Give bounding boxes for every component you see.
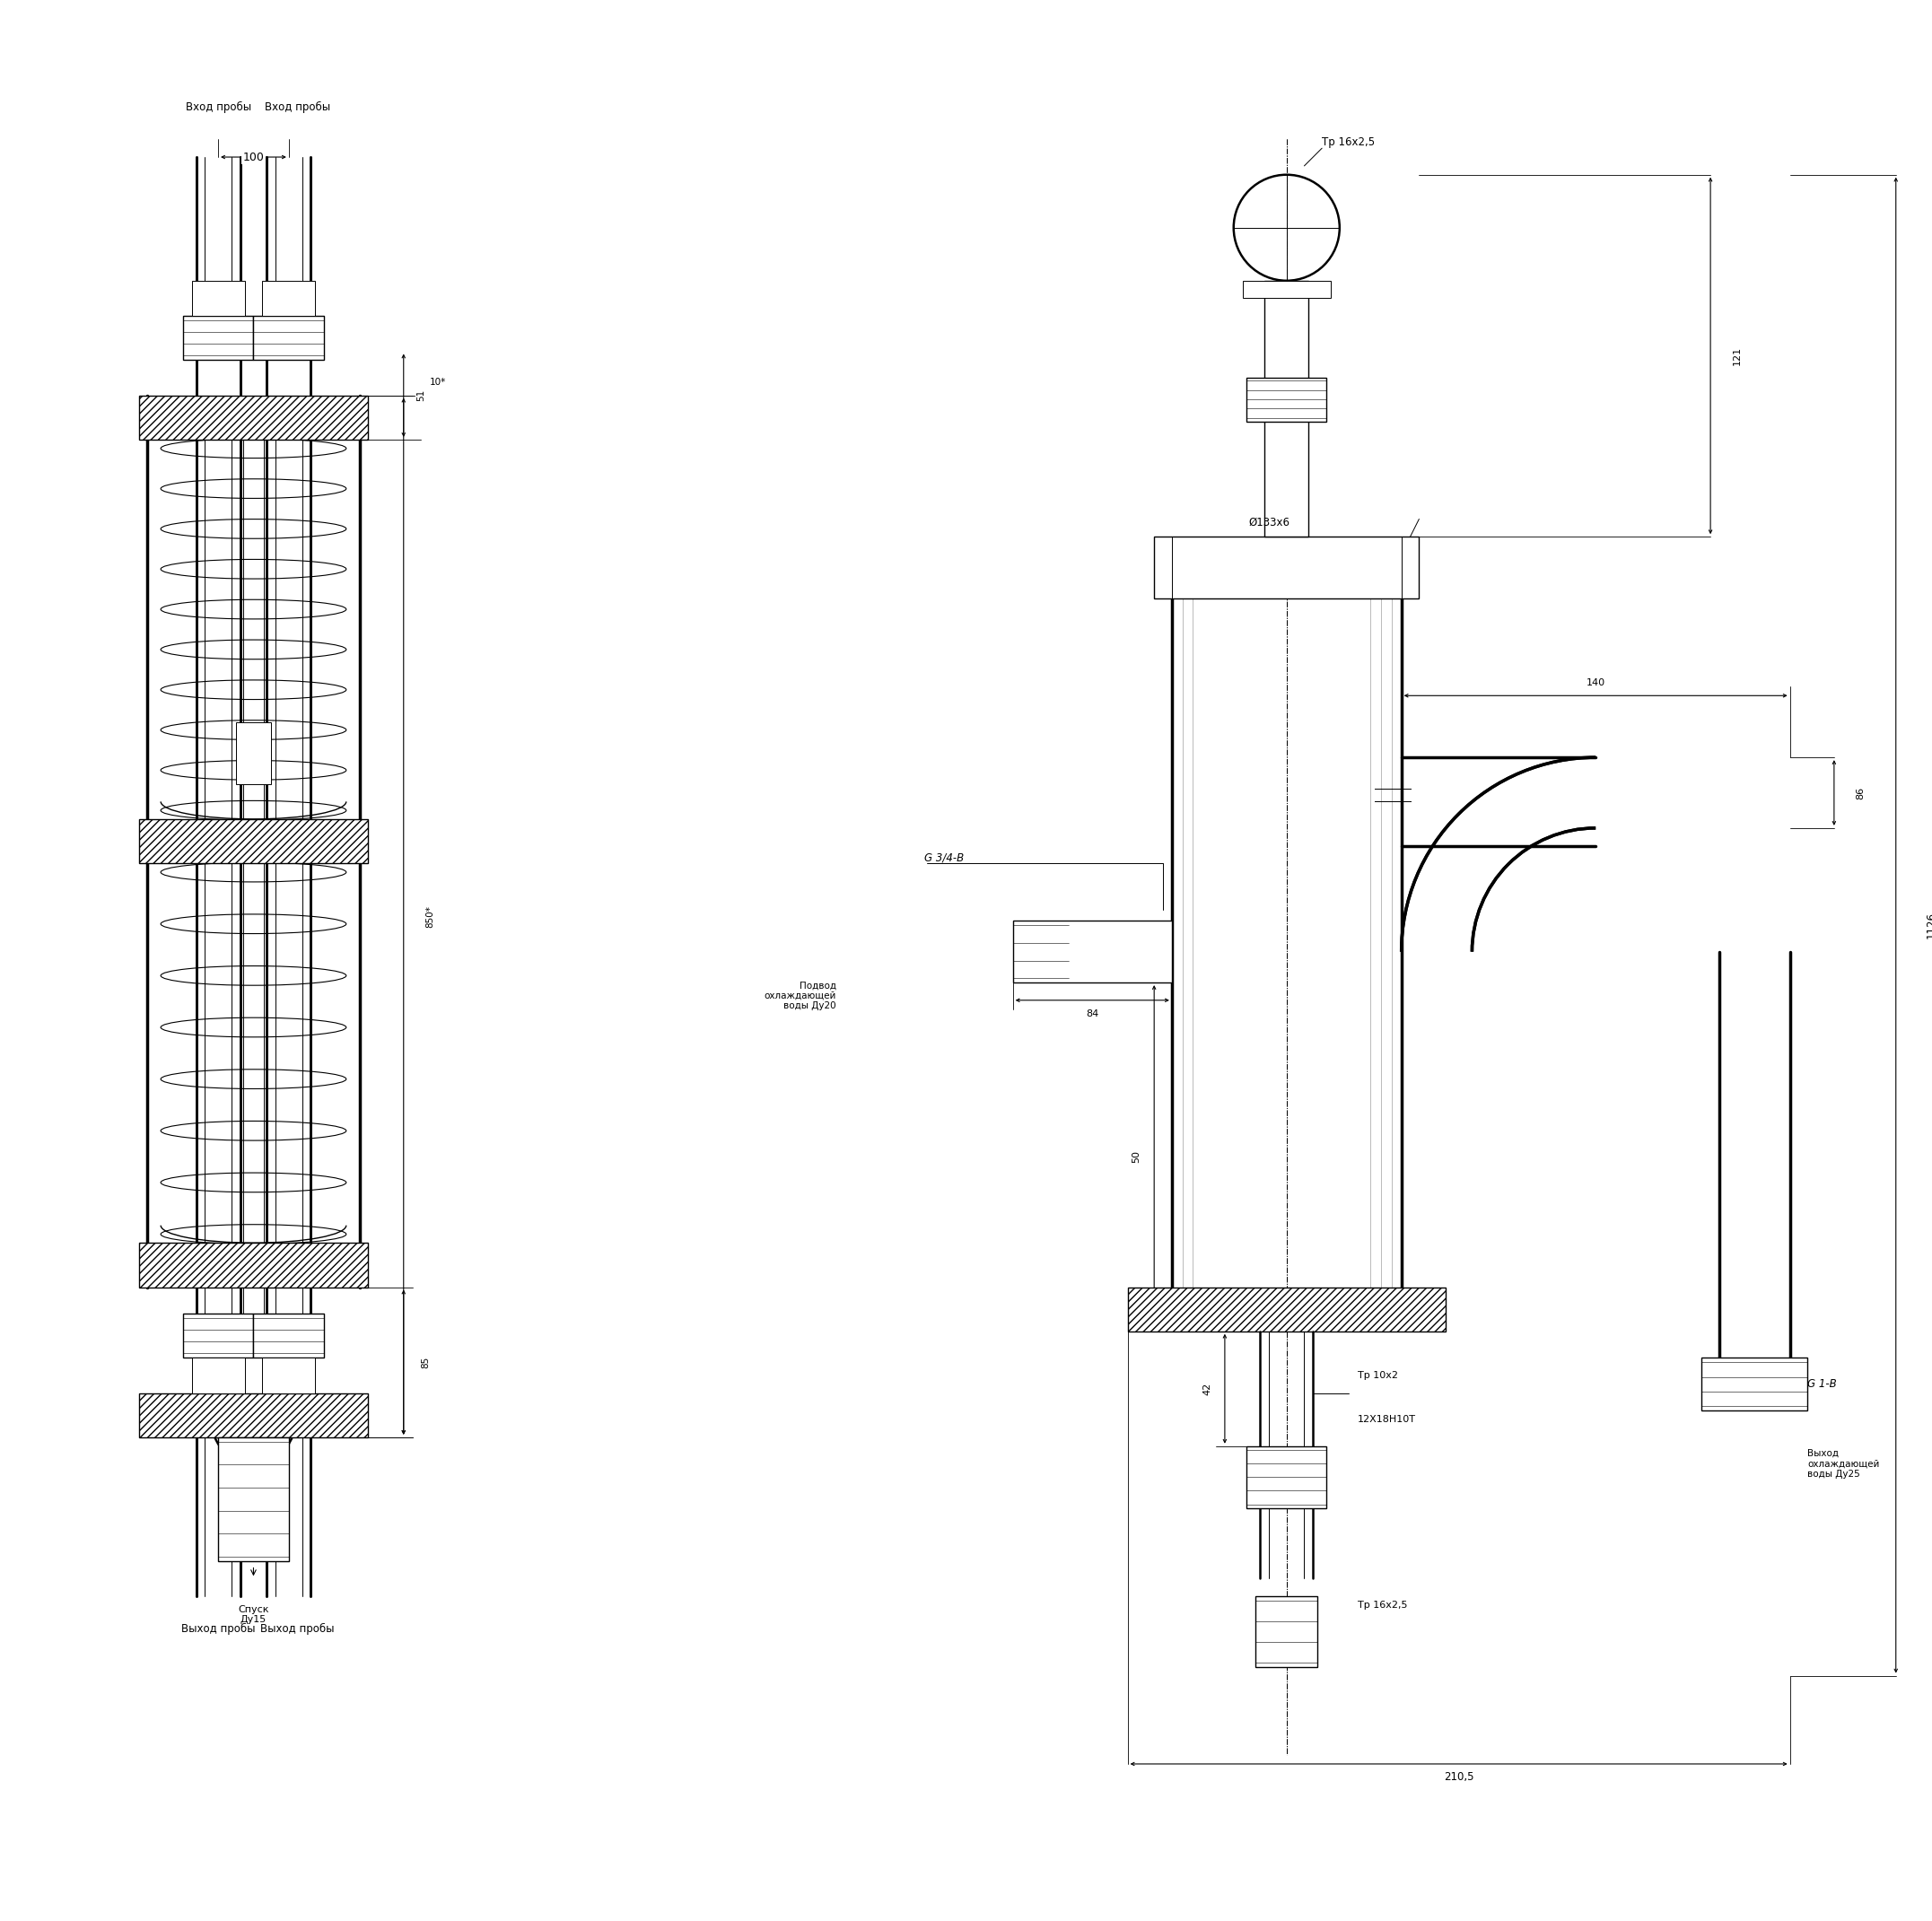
Text: Вход пробы: Вход пробы xyxy=(265,102,330,113)
Text: Ø133х6: Ø133х6 xyxy=(1248,517,1289,528)
Bar xyxy=(1012,920,1173,982)
Bar xyxy=(1153,536,1420,599)
Text: 84: 84 xyxy=(1086,1009,1099,1018)
Bar xyxy=(263,1358,315,1393)
Text: Тр 16х2,5: Тр 16х2,5 xyxy=(1321,136,1376,148)
Bar xyxy=(184,1314,253,1358)
Bar xyxy=(139,1393,369,1437)
Bar xyxy=(191,1358,245,1393)
Bar xyxy=(1128,1287,1445,1331)
Bar xyxy=(139,818,369,863)
Bar xyxy=(253,315,325,359)
Wedge shape xyxy=(1472,828,1596,951)
Text: 51: 51 xyxy=(417,390,425,401)
Text: 140: 140 xyxy=(1586,678,1605,688)
Bar xyxy=(267,158,311,1596)
Text: 1126: 1126 xyxy=(1926,912,1932,939)
Text: 100: 100 xyxy=(243,152,265,163)
Bar xyxy=(1246,1447,1327,1508)
Bar xyxy=(195,158,240,1596)
Text: 12Х18Н10Т: 12Х18Н10Т xyxy=(1358,1416,1416,1423)
Text: 10*: 10* xyxy=(431,378,446,386)
Text: 85: 85 xyxy=(421,1356,431,1368)
Bar xyxy=(1256,1596,1318,1667)
Text: Выход пробы: Выход пробы xyxy=(261,1623,334,1635)
Text: 210,5: 210,5 xyxy=(1443,1771,1474,1783)
Text: G 1-В: G 1-В xyxy=(1808,1379,1837,1391)
Bar xyxy=(263,280,315,315)
Text: Вход пробы: Вход пробы xyxy=(185,102,251,113)
Bar xyxy=(218,1437,288,1562)
Bar xyxy=(1246,377,1327,421)
Text: Тр 16х2,5: Тр 16х2,5 xyxy=(1358,1600,1406,1610)
Bar xyxy=(236,722,270,784)
Bar xyxy=(139,1243,369,1287)
Text: 121: 121 xyxy=(1733,346,1741,365)
Bar xyxy=(1265,280,1308,536)
Text: 50: 50 xyxy=(1132,1151,1142,1164)
Bar xyxy=(184,315,253,359)
Bar xyxy=(1242,280,1331,298)
Text: Выход
охлаждающей
воды Ду25: Выход охлаждающей воды Ду25 xyxy=(1808,1448,1880,1479)
Text: 850*: 850* xyxy=(425,905,435,928)
Text: Подвод
охлаждающей
воды Ду20: Подвод охлаждающей воды Ду20 xyxy=(765,982,837,1010)
Text: Спуск
Ду15: Спуск Ду15 xyxy=(238,1606,269,1625)
Text: 86: 86 xyxy=(1857,786,1864,799)
Bar xyxy=(253,1314,325,1358)
Text: G 3/4-В: G 3/4-В xyxy=(925,851,964,863)
Bar xyxy=(139,396,369,440)
Text: Выход пробы: Выход пробы xyxy=(182,1623,255,1635)
Text: 42: 42 xyxy=(1202,1383,1211,1395)
Bar xyxy=(1702,1358,1808,1410)
Bar xyxy=(191,280,245,315)
Text: Тр 10х2: Тр 10х2 xyxy=(1358,1372,1397,1379)
